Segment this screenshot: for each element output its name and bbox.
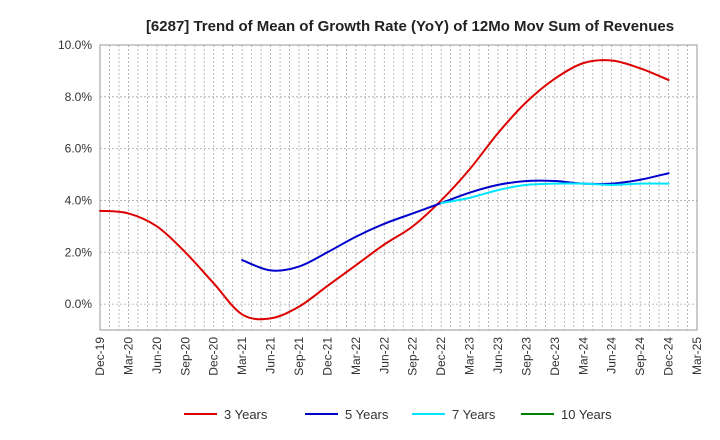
x-tick-label: Mar-24 [576, 337, 590, 375]
legend-label-5-years: 5 Years [345, 407, 389, 422]
y-axis: 0.0% 2.0% 4.0% 6.0% 8.0% 10.0% [58, 38, 92, 311]
x-tick-label: Dec-21 [320, 337, 334, 376]
y-tick-label: 0.0% [65, 297, 93, 311]
x-tick-label: Dec-24 [662, 337, 676, 376]
y-tick-label: 2.0% [65, 245, 93, 259]
x-tick-label: Jun-20 [150, 337, 164, 374]
legend-label-7-years: 7 Years [452, 407, 496, 422]
x-tick-label: Jun-22 [377, 337, 391, 374]
x-axis: Dec-19 Mar-20 Jun-20 Sep-20 Dec-20 Mar-21 Jun-… [93, 337, 704, 376]
y-tick-label: 6.0% [65, 142, 93, 156]
x-tick-label: Dec-20 [207, 337, 221, 376]
x-tick-label: Mar-20 [121, 337, 135, 375]
x-tick-label: Jun-23 [491, 337, 505, 374]
chart-title: [6287] Trend of Mean of Growth Rate (YoY… [146, 18, 674, 35]
plot-area [99, 44, 698, 331]
x-tick-label: Sep-20 [178, 337, 192, 376]
y-tick-label: 4.0% [65, 193, 93, 207]
x-tick-label: Dec-19 [93, 337, 107, 376]
x-tick-label: Jun-21 [264, 337, 278, 374]
x-tick-label: Sep-24 [633, 337, 647, 376]
x-tick-label: Mar-21 [235, 337, 249, 375]
series-line-3-years [99, 59, 670, 321]
x-tick-label: Dec-22 [434, 337, 448, 376]
x-tick-label: Sep-21 [292, 337, 306, 376]
series-layer [99, 59, 670, 321]
legend: 3 Years 5 Years 7 Years 10 Years [184, 407, 612, 422]
x-tick-label: Mar-22 [349, 337, 363, 375]
x-tick-label: Mar-23 [463, 337, 477, 375]
y-tick-label: 8.0% [65, 90, 93, 104]
y-tick-label: 10.0% [58, 38, 92, 52]
series-line-7-years [440, 182, 670, 205]
x-tick-label: Mar-25 [690, 337, 704, 375]
x-tick-label: Dec-23 [548, 337, 562, 376]
grid [100, 44, 697, 330]
legend-label-3-years: 3 Years [224, 407, 268, 422]
legend-label-10-years: 10 Years [561, 407, 612, 422]
x-tick-label: Sep-23 [519, 337, 533, 376]
x-tick-label: Jun-24 [605, 337, 619, 374]
x-tick-label: Sep-22 [406, 337, 420, 376]
